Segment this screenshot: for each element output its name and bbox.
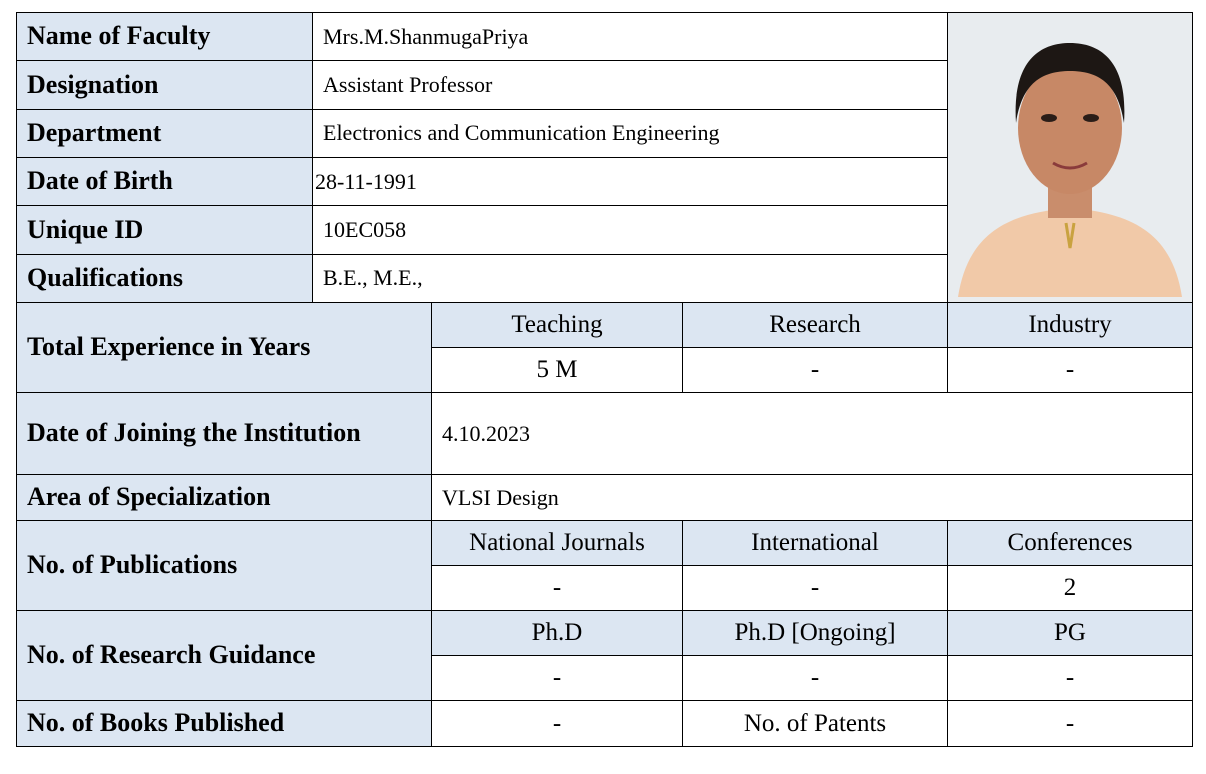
books-value: - — [431, 700, 683, 747]
patents-label: No. of Patents — [682, 700, 948, 747]
column-value: 5 M — [431, 347, 683, 393]
column-header: Teaching — [431, 302, 683, 348]
table-row: Designation Assistant Professor — [16, 60, 1193, 110]
section-label: No. of Publications — [16, 520, 432, 611]
table-row: No. of Books Published - No. of Patents - — [16, 700, 1193, 747]
column-header: National Journals — [431, 520, 683, 566]
column-value: - — [947, 655, 1193, 701]
column-header: Conferences — [947, 520, 1193, 566]
field-value: 10EC058 — [312, 205, 948, 255]
column-value: 2 — [947, 565, 1193, 611]
table-row: Name of Faculty Mrs.M.ShanmugaPriya — [16, 11, 1193, 303]
column-header: Ph.D [Ongoing] — [682, 610, 948, 656]
table-row: No. of Research Guidance Ph.D Ph.D [Ongoin… — [16, 610, 1193, 701]
column-value: - — [682, 565, 948, 611]
table-row: No. of Publications National Journals Inte… — [16, 520, 1193, 611]
table-row: Date of Joining the Institution 4.10.2023 — [16, 392, 1193, 475]
field-value: Mrs.M.ShanmugaPriya — [312, 11, 948, 62]
column-header: PG — [947, 610, 1193, 656]
field-value: B.E., M.E., — [312, 253, 948, 304]
section-label: Area of Specialization — [16, 474, 432, 521]
section-label: Total Experience in Years — [16, 302, 432, 393]
column-value: - — [947, 347, 1193, 393]
column-header: Industry — [947, 302, 1193, 348]
field-value: 28-11-1991 — [312, 156, 948, 207]
field-value: Assistant Professor — [312, 60, 948, 110]
patents-value: - — [947, 700, 1193, 747]
section-label: No. of Books Published — [16, 700, 432, 747]
faculty-photo — [947, 12, 1193, 303]
section-value: VLSI Design — [431, 474, 1193, 521]
table-row: --- — [17, 655, 1193, 701]
photo-portrait — [948, 13, 1192, 297]
table-body: Name of Faculty Mrs.M.ShanmugaPriya Design… — [16, 11, 1193, 747]
column-header: Ph.D — [431, 610, 683, 656]
field-label: Designation — [16, 60, 313, 110]
table-row: Unique ID 10EC058 — [16, 205, 1193, 255]
section-label: No. of Research Guidance — [16, 610, 432, 701]
section-value: 4.10.2023 — [431, 392, 1193, 475]
column-value: - — [682, 655, 948, 701]
section-label: Date of Joining the Institution — [16, 392, 432, 475]
table-row: Qualifications B.E., M.E., — [16, 253, 1193, 304]
field-label: Unique ID — [16, 205, 313, 255]
column-value: - — [431, 655, 683, 701]
table-row: Area of Specialization VLSI Design — [16, 474, 1193, 521]
field-value: Electronics and Communication Engineerin… — [312, 108, 948, 158]
column-header: International — [682, 520, 948, 566]
field-label: Qualifications — [16, 253, 313, 304]
field-label: Date of Birth — [16, 156, 313, 207]
table-row: Total Experience in Years Teaching Researc… — [16, 302, 1193, 393]
column-value: - — [682, 347, 948, 393]
column-header: Research — [682, 302, 948, 348]
field-label: Name of Faculty — [16, 11, 313, 62]
column-value: - — [431, 565, 683, 611]
table-row: 5 M-- — [17, 347, 1193, 393]
field-label: Department — [16, 108, 313, 158]
faculty-table: Name of Faculty Mrs.M.ShanmugaPriya Design… — [16, 11, 1193, 747]
table-row: Department Electronics and Communication … — [16, 108, 1193, 158]
